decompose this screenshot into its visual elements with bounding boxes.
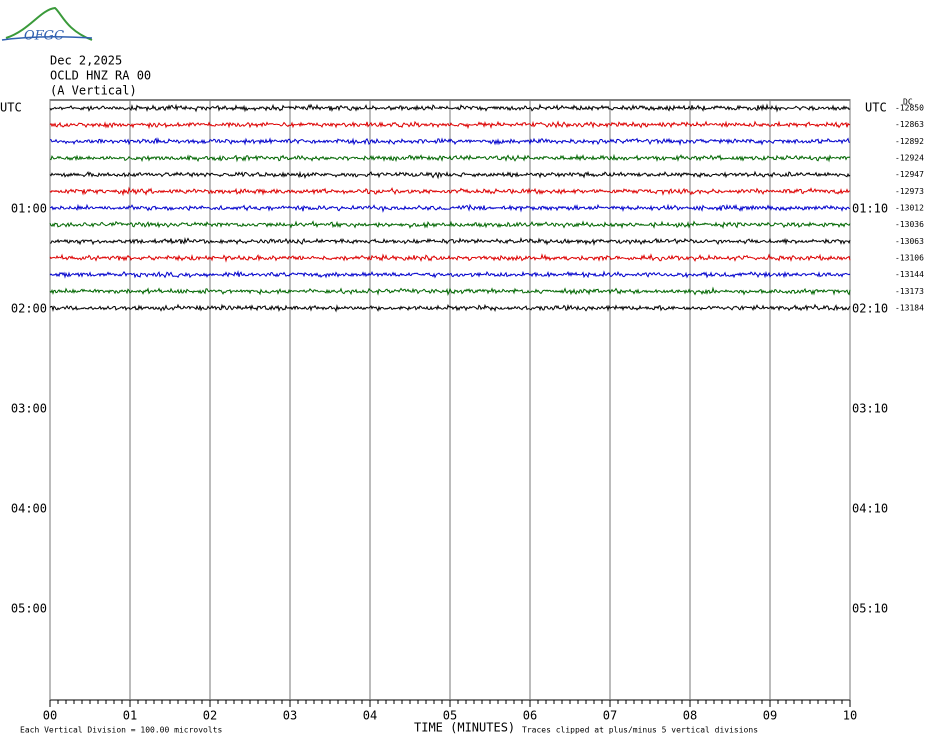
logo-text: OFGC	[24, 29, 64, 44]
clip-note: Traces clipped at plus/minus 5 vertical …	[522, 726, 758, 735]
trace	[49, 286, 851, 296]
right-time: 01:10	[852, 202, 888, 216]
x-tick-label: 04	[363, 709, 377, 723]
trace	[49, 220, 851, 230]
station: OCLD HNZ RA 00	[50, 69, 151, 83]
dc-offset: -12947	[895, 170, 924, 179]
trace	[49, 137, 851, 147]
dc-offset: -12863	[895, 120, 924, 129]
dc-offset: -12850	[895, 104, 924, 113]
dc-offset: -13184	[895, 304, 924, 313]
logo-curve	[5, 6, 93, 41]
trace	[49, 120, 851, 130]
x-tick-label: 05	[443, 709, 457, 723]
dc-offset: -13106	[895, 254, 924, 263]
left-time: 05:00	[11, 602, 47, 616]
x-tick-label: 06	[523, 709, 537, 723]
component: (A Vertical)	[50, 84, 137, 98]
dc-offset: -12973	[895, 187, 924, 196]
x-tick-label: 09	[763, 709, 777, 723]
trace	[49, 103, 851, 113]
trace	[49, 170, 851, 180]
trace	[49, 253, 851, 263]
logo-swoosh	[1, 35, 93, 41]
x-tick-label: 10	[843, 709, 857, 723]
left-time: UTC	[0, 101, 22, 115]
left-time: 01:00	[11, 202, 47, 216]
dc-offset: -12892	[895, 137, 924, 146]
dc-offset: -13173	[895, 287, 924, 296]
right-time: UTC	[865, 101, 887, 115]
x-tick-label: 01	[123, 709, 137, 723]
dc-offset: -12924	[895, 154, 924, 163]
dc-offset: -13012	[895, 204, 924, 213]
dc-offset: -13063	[895, 237, 924, 246]
x-tick-label: 02	[203, 709, 217, 723]
right-time: 05:10	[852, 602, 888, 616]
right-time: 04:10	[852, 502, 888, 516]
x-tick-label: 08	[683, 709, 697, 723]
trace	[49, 236, 851, 247]
left-time: 03:00	[11, 402, 47, 416]
right-time: 02:10	[852, 302, 888, 316]
x-tick-label: 03	[283, 709, 297, 723]
trace	[49, 303, 851, 313]
left-time: 02:00	[11, 302, 47, 316]
trace	[50, 203, 851, 213]
trace	[49, 269, 851, 279]
dc-offset: -13036	[895, 220, 924, 229]
scale-note: Each Vertical Division = 100.00 microvol…	[20, 726, 222, 735]
left-time: 04:00	[11, 502, 47, 516]
x-tick-label: 07	[603, 709, 617, 723]
trace	[49, 153, 851, 163]
x-tick-label: 00	[43, 709, 57, 723]
dc-offset: -13144	[895, 270, 924, 279]
trace	[49, 186, 851, 197]
right-time: 03:10	[852, 402, 888, 416]
dc-label: DC	[903, 98, 913, 107]
x-axis-label: TIME (MINUTES)	[414, 721, 515, 735]
date: Dec 2,2025	[50, 54, 122, 68]
